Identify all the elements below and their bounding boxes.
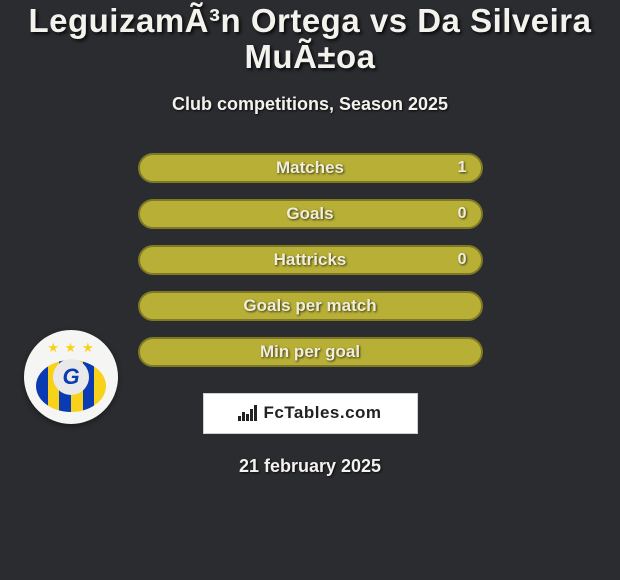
stat-label: Goals	[286, 204, 333, 224]
stats-area: ★ ★ ★ G Matches 1 Goals 0 Hattricks 0 Goals pe…	[0, 153, 620, 477]
stat-label: Goals per match	[243, 296, 376, 316]
star-icon: ★ ★ ★	[24, 340, 118, 356]
stat-pill: Goals 0	[138, 199, 483, 229]
stat-value-right: 0	[458, 251, 467, 269]
stat-row: Matches 1	[138, 153, 483, 183]
stat-pill: Min per goal	[138, 337, 483, 367]
stat-label: Hattricks	[274, 250, 347, 270]
stat-pill: Matches 1	[138, 153, 483, 183]
badge-letter: G	[53, 359, 89, 395]
stat-pill: Hattricks 0	[138, 245, 483, 275]
stat-row: Goals per match	[138, 291, 483, 321]
subtitle: Club competitions, Season 2025	[172, 94, 448, 115]
stat-row: Hattricks 0	[138, 245, 483, 275]
stat-value-right: 0	[458, 205, 467, 223]
stat-label: Matches	[276, 158, 344, 178]
chart-icon	[238, 405, 257, 421]
club-badge-left: ★ ★ ★ G	[24, 330, 118, 424]
brand-text: FcTables.com	[263, 403, 381, 423]
stat-label: Min per goal	[260, 342, 360, 362]
club-badge-inner: ★ ★ ★ G	[24, 330, 118, 424]
stat-row: Min per goal	[138, 337, 483, 367]
brand-box: FcTables.com	[203, 393, 418, 434]
stat-row: Goals 0	[138, 199, 483, 229]
comparison-card: LeguizamÃ³n Ortega vs Da Silveira MuÃ±oa…	[0, 0, 620, 580]
page-title: LeguizamÃ³n Ortega vs Da Silveira MuÃ±oa	[0, 3, 620, 76]
stat-pill: Goals per match	[138, 291, 483, 321]
stat-value-right: 1	[458, 159, 467, 177]
date-line: 21 february 2025	[239, 456, 381, 477]
